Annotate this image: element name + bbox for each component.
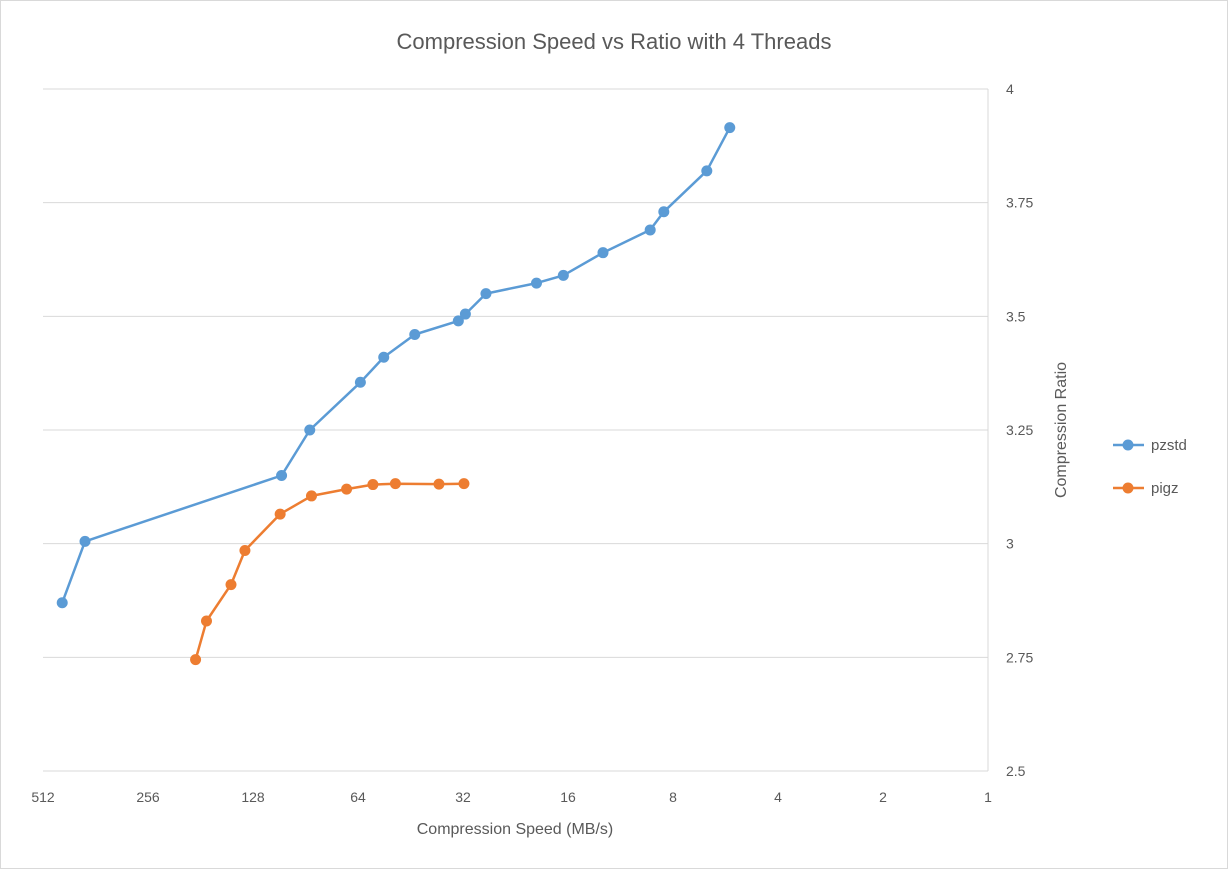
data-point-pzstd [452, 315, 464, 327]
data-point-pigz [305, 490, 317, 502]
y-tick-label: 3.5 [1006, 308, 1026, 324]
y-tick-label: 4 [1006, 81, 1014, 97]
data-point-pigz [341, 483, 353, 495]
data-point-pigz [367, 479, 379, 491]
data-point-pigz [389, 478, 401, 490]
data-point-pzstd [658, 206, 670, 218]
data-point-pigz [200, 615, 212, 627]
series-line-pzstd [61, 127, 731, 604]
legend: pzstd pigz [1113, 437, 1187, 497]
series-line-pigz [194, 482, 464, 660]
data-point-pzstd [597, 247, 609, 259]
x-tick-label: 2 [879, 789, 887, 805]
x-tick-label: 16 [560, 789, 576, 805]
data-point-pzstd [378, 351, 390, 363]
data-point-pzstd [557, 269, 569, 281]
data-point-pigz [239, 544, 251, 556]
data-point-pigz [274, 508, 286, 520]
y-tick-label: 3 [1006, 536, 1014, 552]
data-point-pigz [433, 478, 445, 490]
data-point-pzstd [459, 308, 471, 320]
gridlines [43, 88, 989, 772]
data-point-pzstd [354, 376, 366, 388]
x-tick-label: 512 [31, 789, 55, 805]
x-tick-label: 64 [350, 789, 366, 805]
data-point-pigz [190, 654, 202, 666]
data-point-pzstd [480, 288, 492, 300]
data-point-pzstd [724, 122, 736, 134]
legend-marker-pzstd [1122, 439, 1134, 451]
y-tick-label: 3.25 [1006, 422, 1033, 438]
y-tick-label: 3.75 [1006, 195, 1033, 211]
x-tick-label: 32 [455, 789, 471, 805]
x-axis-title: Compression Speed (MB/s) [417, 821, 614, 838]
y-tick-label: 2.5 [1006, 763, 1026, 779]
x-tick-label: 1 [984, 789, 992, 805]
data-point-pzstd [409, 329, 421, 341]
x-tick-label: 128 [241, 789, 265, 805]
chart-title: Compression Speed vs Ratio with 4 Thread… [397, 29, 832, 54]
data-point-pigz [225, 579, 237, 591]
x-tick-label: 8 [669, 789, 677, 805]
y-tick-labels: 2.5 2.75 3 3.25 3.5 3.75 4 [1006, 81, 1033, 779]
data-point-pzstd [79, 535, 91, 547]
series-layer [56, 122, 736, 666]
data-point-pigz [458, 478, 470, 490]
x-tick-label: 4 [774, 789, 782, 805]
legend-label-pigz: pigz [1151, 480, 1179, 497]
data-point-pzstd [276, 469, 288, 481]
x-tick-label: 256 [136, 789, 160, 805]
data-point-pzstd [644, 224, 656, 236]
x-tick-labels: 512 256 128 64 32 16 8 4 2 1 [31, 789, 992, 805]
y-tick-label: 2.75 [1006, 649, 1033, 665]
data-point-pzstd [530, 277, 542, 289]
data-point-pzstd [304, 424, 316, 436]
data-point-pzstd [56, 597, 68, 609]
y-axis-title: Compression Ratio [1053, 362, 1070, 498]
legend-marker-pigz [1122, 482, 1134, 494]
data-point-pzstd [701, 165, 713, 177]
legend-label-pzstd: pzstd [1151, 437, 1187, 454]
